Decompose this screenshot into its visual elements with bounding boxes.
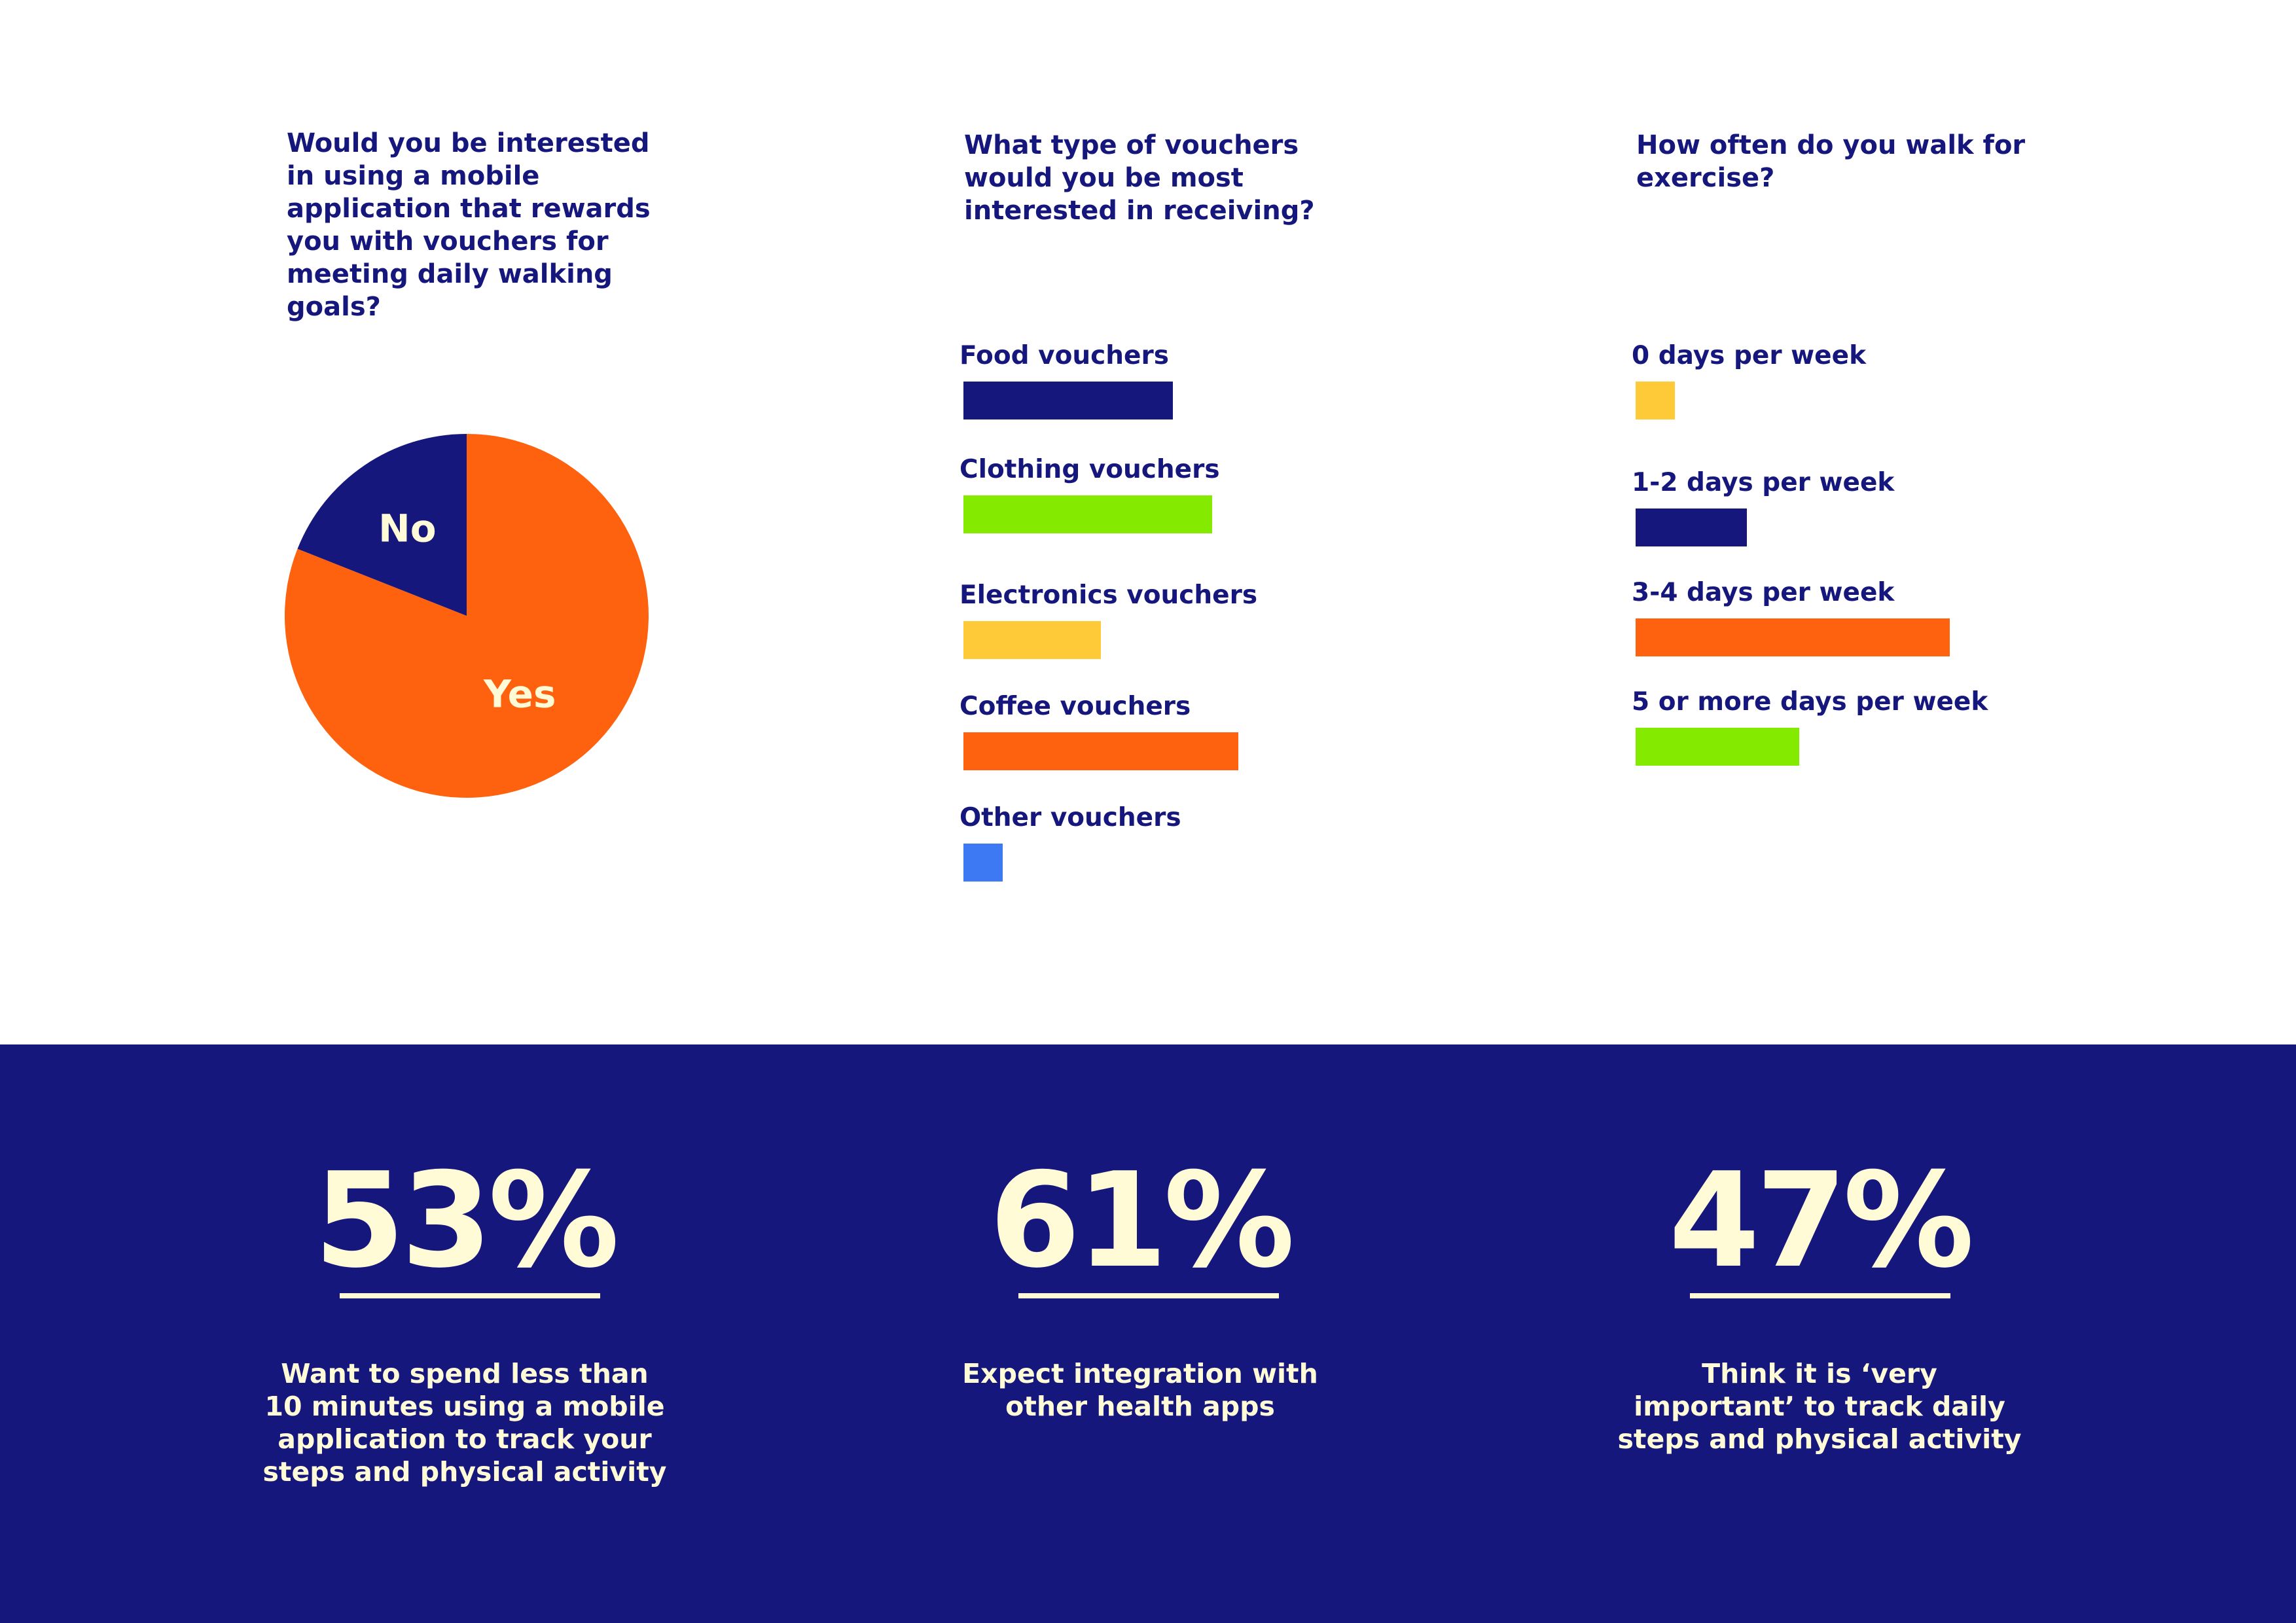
interest-pie-chart: Yes No: [285, 434, 649, 798]
stat-divider: [1690, 1293, 1950, 1298]
bar-label: 0 days per week: [1632, 341, 1867, 370]
bar: [1636, 382, 1675, 419]
stat-divider: [340, 1293, 600, 1298]
walking-bar-chart: 0 days per week 1-2 days per week 3-4 days…: [1632, 336, 2286, 794]
bar: [963, 382, 1173, 419]
bar: [1636, 728, 1799, 766]
bar: [963, 844, 1003, 882]
stat-value: 53%: [314, 1145, 620, 1297]
bar-label: Electronics vouchers: [960, 580, 1258, 610]
bar: [1636, 508, 1747, 546]
stat-description: Think it is ‘very important’ to track da…: [1617, 1358, 2022, 1455]
bar: [963, 495, 1212, 533]
pie-label-yes: Yes: [483, 672, 556, 717]
bar: [1636, 618, 1950, 656]
pie-slice-no: [297, 434, 467, 616]
bar-label: Food vouchers: [960, 341, 1169, 370]
bar-label: Coffee vouchers: [960, 692, 1191, 721]
bar-label: 1-2 days per week: [1632, 468, 1895, 497]
bar: [963, 732, 1238, 770]
pie-chart-title: Would you be interested in using a mobil…: [287, 128, 651, 322]
voucher-chart-title: What type of vouchers would you be most …: [964, 130, 1315, 226]
walking-chart-title: How often do you walk for exercise?: [1636, 130, 2026, 193]
bar-label: Other vouchers: [960, 803, 1181, 832]
pie-label-no: No: [378, 507, 436, 551]
stat-description: Expect integration with other health app…: [962, 1358, 1318, 1422]
stat-value: 61%: [989, 1145, 1295, 1297]
bar-label: 3-4 days per week: [1632, 578, 1895, 607]
stat-divider: [1018, 1293, 1279, 1298]
bar: [963, 621, 1101, 659]
stats-band: 53% Want to spend less than 10 minutes u…: [0, 1044, 2296, 1623]
voucher-bar-chart: Food vouchers Clothing vouchers Electronic…: [960, 336, 1549, 886]
stat-value: 47%: [1668, 1145, 1975, 1297]
bar-label: 5 or more days per week: [1632, 687, 1988, 717]
stat-description: Want to spend less than 10 minutes using…: [262, 1358, 667, 1488]
bar-label: Clothing vouchers: [960, 455, 1220, 484]
